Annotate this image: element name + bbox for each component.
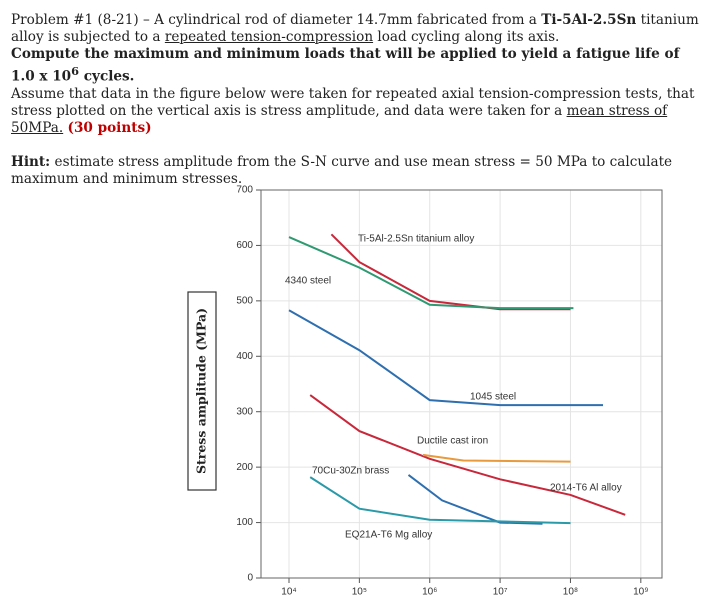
paragraph: Problem #1 (8-21) – A cylindrical rod of… bbox=[11, 12, 701, 46]
y-tick-label: 600 bbox=[236, 240, 253, 251]
x-tick-label: 10⁷ bbox=[493, 587, 508, 598]
sn-curve bbox=[288, 309, 603, 407]
y-tick-label: 200 bbox=[236, 462, 253, 473]
sn-curve bbox=[309, 476, 571, 525]
x-tick-label: 10⁶ bbox=[422, 587, 437, 598]
y-tick-label: 400 bbox=[236, 351, 253, 362]
y-axis-label: Stress amplitude (MPa) bbox=[194, 308, 209, 474]
y-tick-label: 700 bbox=[236, 185, 253, 196]
text: repeated tension-compression bbox=[164, 29, 374, 45]
x-tick-label: 10⁵ bbox=[352, 587, 367, 598]
problem-text: Problem #1 (8-21) – A cylindrical rod of… bbox=[11, 12, 701, 188]
y-tick-label: 0 bbox=[247, 573, 253, 584]
curve-label: Ductile cast iron bbox=[417, 436, 488, 447]
y-tick-label: 300 bbox=[236, 406, 253, 417]
x-tick-label: 10⁴ bbox=[281, 587, 296, 598]
text: Ti-5Al-2.5Sn bbox=[541, 12, 637, 28]
text: mean stress of 50MPa. bbox=[11, 102, 668, 136]
y-label-box bbox=[187, 291, 217, 491]
text: load cycling along its axis. bbox=[373, 29, 560, 45]
text: Compute the maximum and minimum loads th… bbox=[11, 46, 680, 85]
sn-curve bbox=[407, 474, 543, 525]
curve-label: 1045 steel bbox=[470, 392, 516, 403]
paragraph: Assume that data in the figure below wer… bbox=[11, 86, 701, 137]
y-tick-label: 500 bbox=[236, 295, 253, 306]
x-tick-label: 10⁸ bbox=[563, 587, 578, 598]
sn-curve bbox=[288, 236, 574, 310]
paragraph: Compute the maximum and minimum loads th… bbox=[11, 46, 701, 86]
curve-label: Ti-5Al-2.5Sn titanium alloy bbox=[358, 234, 474, 245]
curve-label: 2014-T6 Al alloy bbox=[550, 483, 622, 494]
sn-curve bbox=[330, 233, 571, 311]
text: estimate stress amplitude from the S-N c… bbox=[11, 153, 673, 187]
x-tick-label: 10⁹ bbox=[633, 587, 648, 598]
y-tick-label: 100 bbox=[236, 517, 253, 528]
sn-curve bbox=[422, 453, 571, 463]
text: (30 points) bbox=[67, 119, 152, 136]
text: Hint: bbox=[11, 153, 51, 170]
text: Assume that data in the figure below wer… bbox=[11, 85, 695, 119]
text: 6 bbox=[71, 64, 80, 78]
curve-label: EQ21A-T6 Mg alloy bbox=[345, 530, 432, 541]
plot-frame bbox=[260, 189, 663, 579]
text: Problem #1 (8-21) – A cylindrical rod of… bbox=[11, 12, 542, 28]
text: cycles. bbox=[79, 68, 135, 85]
paragraph: Hint: estimate stress amplitude from the… bbox=[11, 154, 701, 188]
curve-label: 4340 steel bbox=[285, 276, 331, 287]
text: titanium alloy is subjected to a bbox=[11, 12, 699, 45]
curve-label: 70Cu-30Zn brass bbox=[312, 466, 389, 477]
sn-curve bbox=[309, 394, 626, 516]
